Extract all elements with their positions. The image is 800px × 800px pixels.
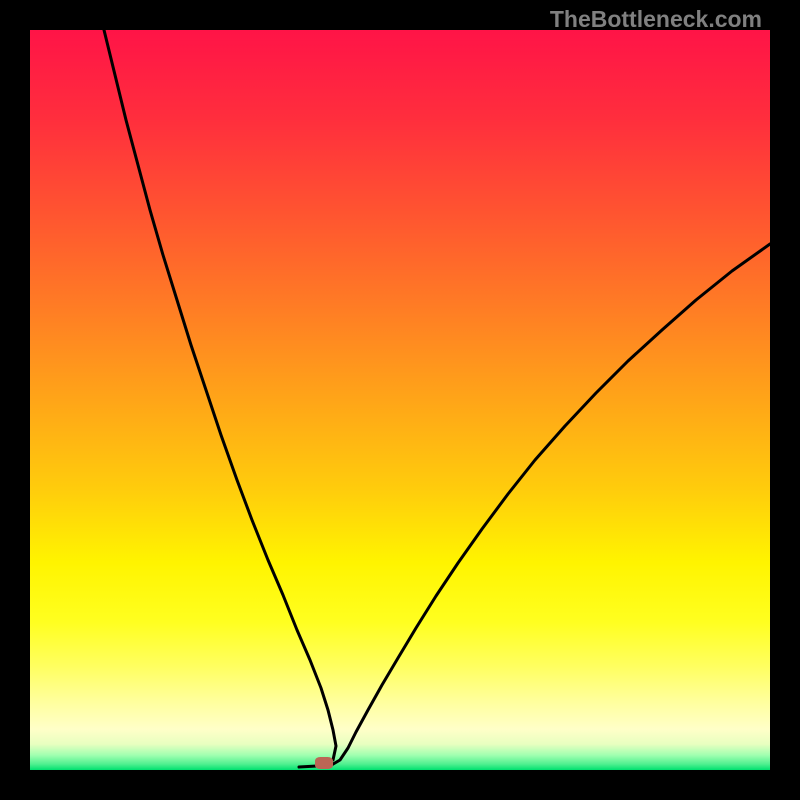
bottleneck-marker (315, 757, 333, 769)
curve-left-branch (104, 30, 336, 767)
frame: TheBottleneck.com (0, 0, 800, 800)
curve-right-branch (328, 244, 770, 767)
bottleneck-curve (0, 0, 800, 800)
watermark-text: TheBottleneck.com (550, 6, 762, 33)
